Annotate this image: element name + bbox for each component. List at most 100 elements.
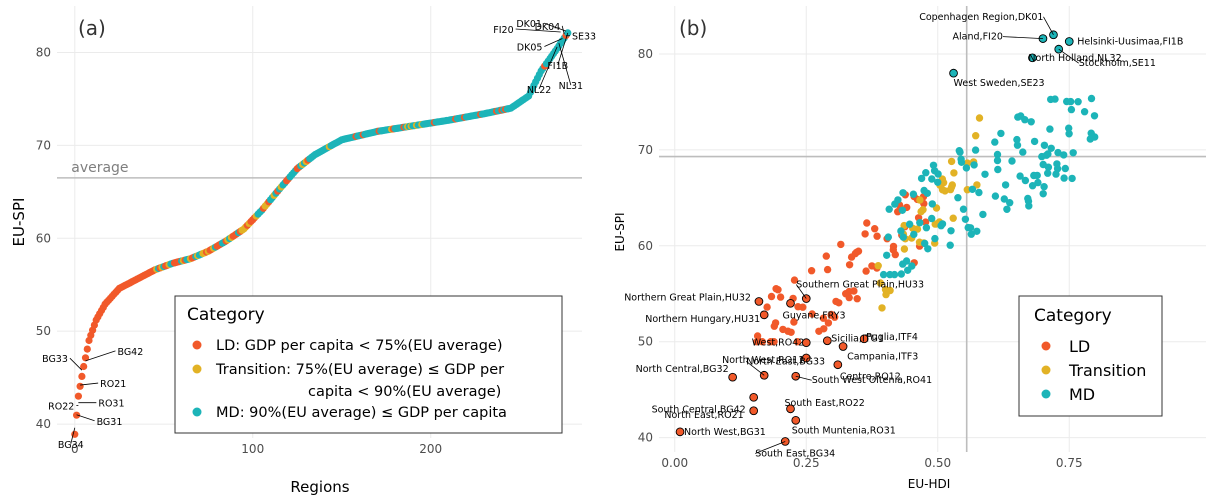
annotation-label: Guyane,FRY3	[782, 310, 845, 321]
annotation-label: Sicilia,ITG1	[831, 334, 884, 345]
annotation-label: FI20	[493, 25, 513, 36]
region-point	[1039, 190, 1047, 198]
annotation-leader	[795, 375, 812, 381]
annotation-leader	[1002, 36, 1043, 40]
panel-b-legend-title: Category	[1034, 306, 1112, 326]
annotated-region-point	[801, 353, 811, 363]
region-point	[916, 219, 924, 227]
region-point	[74, 392, 82, 400]
annotated-region-point	[822, 336, 832, 346]
annotation-leader	[795, 284, 807, 299]
y-tick-label: 60	[638, 239, 653, 253]
region-point	[916, 196, 924, 204]
annotation-leader	[80, 382, 99, 386]
region-point	[776, 293, 785, 301]
region-point	[772, 285, 780, 293]
region-point	[1003, 205, 1011, 213]
annotation-label: South East,RO22	[784, 398, 864, 409]
region-point	[80, 362, 88, 371]
region-point	[1091, 133, 1099, 141]
region-point	[1090, 112, 1099, 120]
region-point	[949, 214, 957, 222]
panel-a-label: (a)	[78, 16, 106, 40]
annotation-label: Centre,RO12	[840, 372, 901, 383]
region-point	[842, 290, 850, 298]
region-point	[824, 319, 833, 327]
region-point	[1016, 172, 1024, 180]
panel-a: 40 50 60 70 80 0 100 200 average BG33 BG42 RO21 RO…	[10, 6, 596, 495]
legend-key-md: MD	[216, 405, 240, 421]
region-point	[1069, 149, 1077, 157]
region-point	[931, 234, 939, 243]
region-point	[981, 170, 989, 178]
annotated-region-point	[786, 298, 795, 308]
region-point	[959, 205, 968, 213]
annotation-leader	[558, 43, 572, 86]
region-point	[928, 214, 936, 223]
annotation-label: South East,BG34	[755, 448, 835, 459]
x-tick-label: 0.25	[793, 456, 820, 470]
annotated-region-point	[1064, 37, 1074, 46]
region-point	[784, 327, 792, 335]
legend-label-transition: Transition: 75%(EU average) ≤ GDP per	[215, 362, 504, 378]
annotation-label: Aland,FI20	[953, 32, 1003, 43]
region-point	[1033, 171, 1041, 180]
y-tick-label: 70	[638, 143, 653, 157]
region-point	[922, 224, 931, 232]
region-point	[955, 147, 963, 155]
region-point	[975, 114, 984, 122]
annotation-label: Puglia,ITF4	[866, 332, 918, 343]
annotation-label: Northern Great Plain,HU32	[624, 292, 751, 303]
region-point	[83, 345, 91, 353]
x-tick-label: 0	[71, 442, 79, 456]
annotation-label: North Central,BG32	[636, 364, 729, 375]
region-point	[1021, 176, 1030, 185]
panel-b-points	[675, 30, 1099, 446]
annotation-leader	[557, 32, 569, 66]
annotated-region-point	[728, 372, 737, 382]
legend-label-md: MD: 90%(EU average) ≤ GDP per capita	[216, 405, 507, 421]
panel-b-annotations: Copenhagen Region,DK01 Aland,FI20 Helsinki…	[624, 12, 1183, 460]
region-point	[758, 338, 766, 346]
region-point	[950, 169, 958, 177]
region-point	[908, 262, 916, 270]
annotated-region-point	[801, 338, 811, 348]
region-point	[1040, 141, 1049, 149]
legend-dot-transition	[192, 364, 202, 374]
region-point	[909, 190, 918, 198]
annotation-leader	[76, 414, 95, 422]
annotation-label: North East,RO21	[664, 410, 743, 421]
legend-rest-md: : 90%(EU average) ≤ GDP per capita	[240, 405, 507, 421]
region-point	[917, 174, 926, 183]
annotation-leader	[69, 357, 83, 371]
region-point	[78, 372, 86, 380]
annotated-region-point	[1028, 53, 1037, 63]
region-point	[1006, 199, 1014, 207]
annotation-label: RO22	[48, 401, 74, 412]
annotation-label: RO31	[98, 399, 124, 410]
region-point	[928, 200, 936, 208]
annotated-region-point	[833, 360, 843, 370]
region-point	[899, 189, 907, 197]
legend-label-ld: LD: GDP per capita < 75%(EU average)	[216, 338, 503, 354]
region-point	[853, 295, 861, 303]
region-point	[937, 222, 945, 230]
region-point	[997, 129, 1005, 138]
region-point	[993, 156, 1002, 165]
region-point	[1013, 141, 1022, 149]
region-point	[961, 215, 970, 223]
annotation-label: Helsinki-Uusimaa,FI1B	[1077, 36, 1183, 47]
region-point	[947, 227, 955, 235]
region-point	[753, 332, 762, 340]
region-point	[1024, 197, 1033, 205]
annotation-label: West Sweden,SE23	[954, 78, 1045, 89]
region-point	[1044, 163, 1053, 171]
region-point	[1068, 174, 1076, 183]
region-point	[793, 338, 802, 346]
region-point	[947, 157, 956, 166]
region-point	[917, 207, 925, 216]
region-point	[910, 230, 918, 239]
region-point	[1047, 144, 1055, 152]
legend-key-ld: LD	[216, 338, 235, 354]
region-point	[941, 187, 949, 195]
